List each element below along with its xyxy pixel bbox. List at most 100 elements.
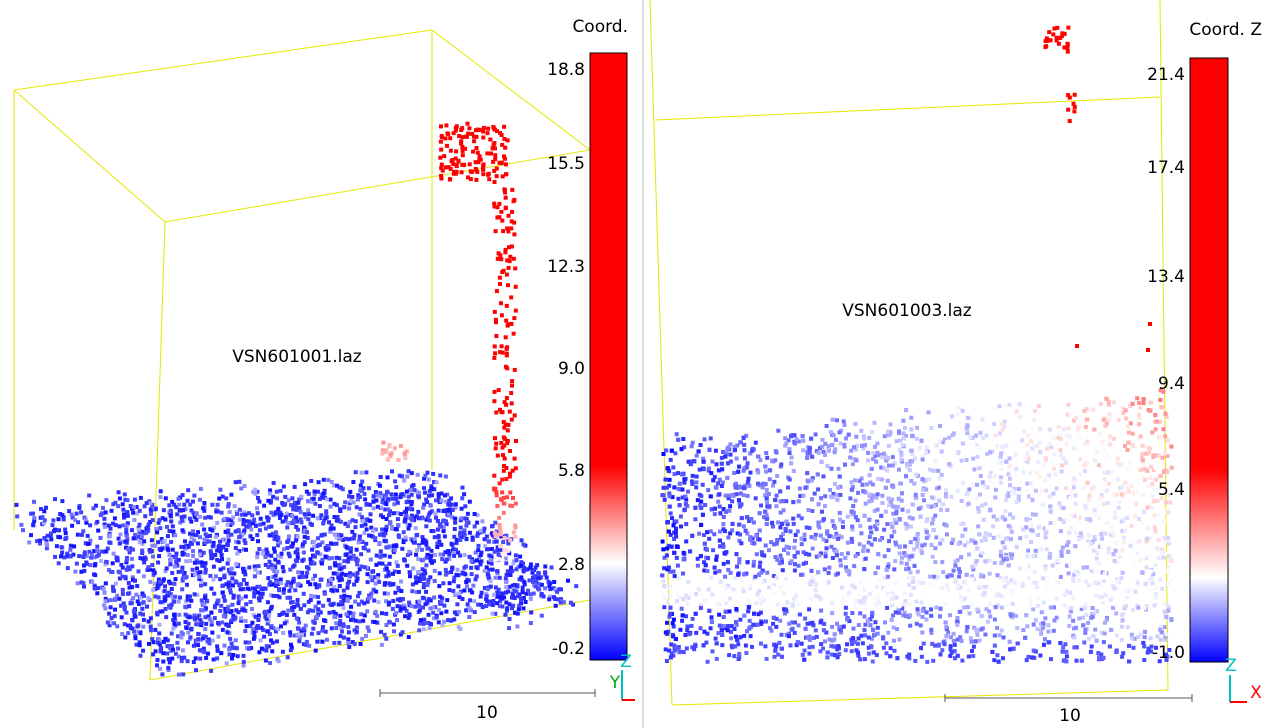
point bbox=[464, 608, 468, 612]
point bbox=[51, 523, 55, 527]
point bbox=[471, 150, 475, 154]
point bbox=[452, 554, 456, 558]
point bbox=[800, 516, 804, 520]
point bbox=[510, 379, 514, 383]
point bbox=[212, 592, 216, 596]
point bbox=[402, 530, 406, 534]
point bbox=[378, 541, 382, 545]
point bbox=[85, 562, 89, 566]
point bbox=[233, 646, 237, 650]
point bbox=[215, 644, 219, 648]
point bbox=[460, 507, 464, 511]
point bbox=[1127, 467, 1131, 471]
point bbox=[242, 578, 246, 582]
point bbox=[146, 565, 150, 569]
point bbox=[975, 443, 979, 447]
point bbox=[358, 507, 362, 511]
point bbox=[661, 540, 665, 544]
point bbox=[317, 584, 321, 588]
point bbox=[296, 552, 300, 556]
point bbox=[748, 619, 752, 623]
point bbox=[960, 499, 964, 503]
point bbox=[136, 535, 140, 539]
point bbox=[75, 512, 79, 516]
point bbox=[328, 557, 332, 561]
point bbox=[1047, 473, 1051, 477]
point bbox=[413, 605, 417, 609]
point bbox=[988, 572, 992, 576]
point bbox=[1067, 624, 1071, 628]
point bbox=[508, 504, 512, 508]
point bbox=[510, 384, 514, 388]
point bbox=[871, 660, 875, 664]
point bbox=[423, 569, 427, 573]
point bbox=[749, 471, 753, 475]
point bbox=[408, 570, 412, 574]
point bbox=[144, 531, 148, 535]
point bbox=[151, 652, 155, 656]
point bbox=[187, 604, 191, 608]
point bbox=[292, 605, 296, 609]
point bbox=[797, 623, 801, 627]
point bbox=[218, 540, 222, 544]
point bbox=[84, 518, 88, 522]
point bbox=[497, 215, 501, 219]
point bbox=[73, 570, 77, 574]
point bbox=[686, 601, 690, 605]
point bbox=[313, 582, 317, 586]
point bbox=[307, 644, 311, 648]
point bbox=[363, 547, 367, 551]
point bbox=[522, 566, 526, 570]
point bbox=[243, 629, 247, 633]
point bbox=[238, 535, 242, 539]
point bbox=[765, 657, 769, 661]
point bbox=[364, 470, 368, 474]
point bbox=[342, 589, 346, 593]
point bbox=[279, 489, 283, 493]
point bbox=[294, 558, 298, 562]
point bbox=[445, 144, 449, 148]
point bbox=[491, 568, 495, 572]
point bbox=[166, 638, 170, 642]
point bbox=[1057, 501, 1061, 505]
point bbox=[376, 505, 380, 509]
point bbox=[698, 493, 702, 497]
point bbox=[242, 607, 246, 611]
point bbox=[348, 575, 352, 579]
point bbox=[133, 498, 137, 502]
point bbox=[498, 527, 502, 531]
point bbox=[1145, 566, 1149, 570]
point bbox=[786, 551, 790, 555]
point bbox=[296, 604, 300, 608]
point bbox=[218, 609, 222, 613]
point bbox=[365, 609, 369, 613]
point bbox=[853, 478, 857, 482]
point bbox=[433, 553, 437, 557]
point bbox=[208, 617, 212, 621]
point bbox=[992, 658, 996, 662]
point bbox=[375, 614, 379, 618]
point bbox=[851, 462, 855, 466]
point bbox=[1078, 457, 1082, 461]
point bbox=[286, 521, 290, 525]
point bbox=[239, 487, 243, 491]
point bbox=[392, 629, 396, 633]
point bbox=[707, 537, 711, 541]
point bbox=[162, 508, 166, 512]
point bbox=[76, 520, 80, 524]
point bbox=[768, 477, 772, 481]
point bbox=[345, 545, 349, 549]
point bbox=[970, 649, 974, 653]
point bbox=[142, 594, 146, 598]
point bbox=[863, 657, 867, 661]
point bbox=[700, 593, 704, 597]
point bbox=[448, 177, 452, 181]
point bbox=[502, 125, 506, 129]
point bbox=[256, 590, 260, 594]
point bbox=[321, 640, 325, 644]
point bbox=[1116, 477, 1120, 481]
point bbox=[193, 592, 197, 596]
point bbox=[340, 572, 344, 576]
point bbox=[177, 600, 181, 604]
point bbox=[391, 599, 395, 603]
